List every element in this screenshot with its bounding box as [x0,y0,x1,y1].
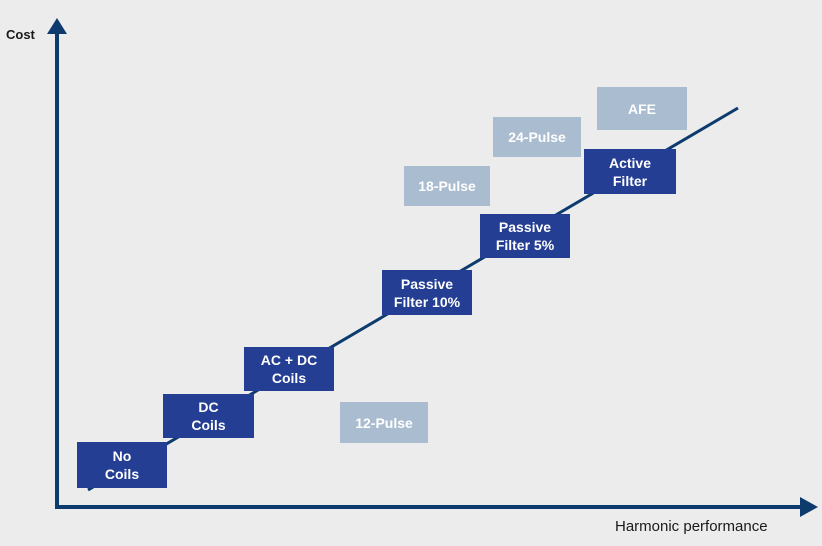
x-axis-label: Harmonic performance [615,518,768,535]
afe-box: AFE [597,87,687,130]
y-axis-arrow-icon [47,18,67,34]
passive-filter-10-box: Passive Filter 10% [382,270,472,315]
24-pulse-box: 24-Pulse [493,117,581,157]
dc-coils-box: DC Coils [163,394,254,438]
y-axis-label: Cost [6,27,35,42]
no-coils-box: No Coils [77,442,167,488]
active-filter-box: Active Filter [584,149,676,194]
ac-dc-coils-box: AC + DC Coils [244,347,334,391]
passive-filter-5-box: Passive Filter 5% [480,214,570,258]
x-axis-arrow-icon [800,497,818,517]
18-pulse-box: 18-Pulse [404,166,490,206]
12-pulse-box: 12-Pulse [340,402,428,443]
